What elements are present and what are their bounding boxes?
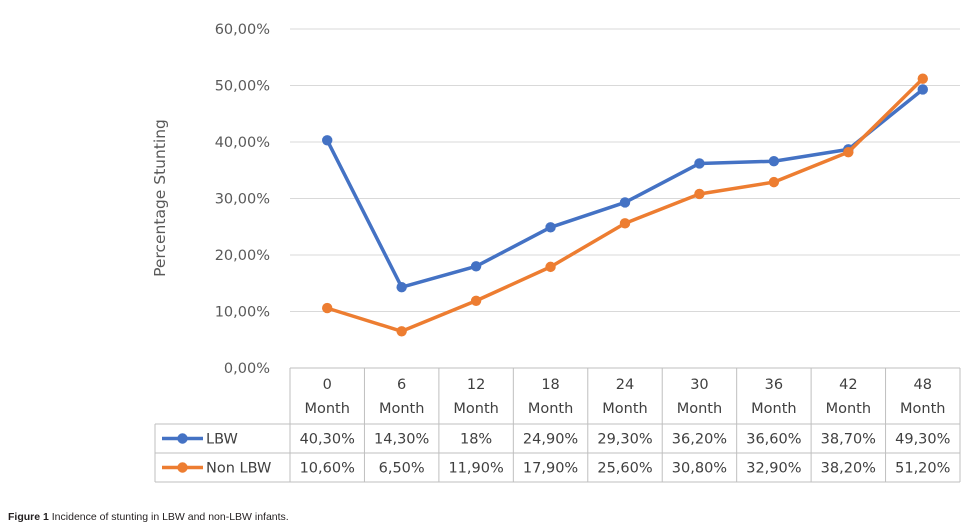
data-point <box>322 302 333 314</box>
data-point <box>619 197 631 208</box>
y-tick-label: 0,00% <box>224 361 270 377</box>
data-label: 10,60% <box>300 461 355 477</box>
series-non-lbw <box>322 73 928 337</box>
data-label: 51,20% <box>895 461 950 477</box>
y-tick-label: 60,00% <box>215 22 270 38</box>
data-label: 40,30% <box>300 432 355 448</box>
x-category-unit: Month <box>826 401 871 417</box>
data-point <box>917 84 928 95</box>
series-lbw <box>322 84 928 293</box>
data-point <box>322 135 333 146</box>
data-point <box>768 176 780 188</box>
legend-series-name: Non LBW <box>206 461 271 477</box>
data-label: 30,80% <box>672 461 727 477</box>
y-tick-label: 20,00% <box>215 248 270 264</box>
x-category-number: 42 <box>839 377 857 393</box>
data-point <box>694 158 705 169</box>
data-point <box>619 218 631 229</box>
data-point <box>545 261 556 273</box>
x-category-unit: Month <box>900 401 945 417</box>
data-label: 25,60% <box>597 461 652 477</box>
y-axis-ticks: 0,00% 10,00% 20,00% 30,00% 40,00% 50,00% 60,00… <box>215 22 270 377</box>
data-label: 36,20% <box>672 432 727 448</box>
legend-series-name: LBW <box>206 432 238 448</box>
y-tick-label: 10,00% <box>215 305 270 321</box>
x-category-unit: Month <box>453 401 498 417</box>
data-point <box>694 188 705 200</box>
data-label: 11,90% <box>448 461 503 477</box>
data-label: 17,90% <box>523 461 578 477</box>
legend-key-marker <box>177 462 188 473</box>
data-point <box>545 222 556 233</box>
data-label: 49,30% <box>895 432 950 448</box>
data-label: 6,50% <box>379 461 425 477</box>
x-category-number: 0 <box>323 377 332 393</box>
data-point <box>470 295 482 306</box>
x-category-unit: Month <box>304 401 349 417</box>
x-category-number: 30 <box>690 377 708 393</box>
x-category-unit: Month <box>602 401 647 417</box>
x-category-unit: Month <box>677 401 722 417</box>
data-label: 29,30% <box>597 432 652 448</box>
data-point <box>396 326 407 337</box>
data-point <box>396 282 407 293</box>
data-point <box>470 261 482 272</box>
x-category-number: 18 <box>541 377 559 393</box>
legend-key-marker <box>177 433 188 444</box>
data-point <box>768 156 780 167</box>
figure-caption: Figure 1 Incidence of stunting in LBW an… <box>8 511 289 523</box>
x-category-number: 36 <box>765 377 783 393</box>
x-category-number: 48 <box>914 377 932 393</box>
series-line <box>325 88 924 289</box>
x-category-unit: Month <box>528 401 573 417</box>
data-label: 24,90% <box>523 432 578 448</box>
y-tick-label: 50,00% <box>215 79 270 95</box>
y-axis-title: Percentage Stunting <box>151 119 169 277</box>
data-table: 0 Month 6 Month 12 Month 18 Month 24 Month 30 Month… <box>154 367 961 483</box>
data-label: 36,60% <box>746 432 801 448</box>
data-label: 38,20% <box>821 461 876 477</box>
data-label: 18% <box>460 432 492 448</box>
gridlines <box>290 28 960 312</box>
y-tick-label: 40,00% <box>215 135 270 151</box>
figure-caption-label: Figure 1 <box>8 511 49 523</box>
y-tick-label: 30,00% <box>215 192 270 208</box>
x-category-unit: Month <box>751 401 796 417</box>
figure-caption-text: Incidence of stunting in LBW and non-LBW… <box>48 511 289 523</box>
data-point <box>917 73 928 84</box>
data-label: 14,30% <box>374 432 429 448</box>
x-category-number: 24 <box>616 377 634 393</box>
series <box>322 73 928 337</box>
data-label: 38,70% <box>821 432 876 448</box>
data-point <box>843 146 854 158</box>
x-category-unit: Month <box>379 401 424 417</box>
data-label: 32,90% <box>746 461 801 477</box>
x-category-number: 12 <box>467 377 485 393</box>
x-category-number: 6 <box>397 377 406 393</box>
